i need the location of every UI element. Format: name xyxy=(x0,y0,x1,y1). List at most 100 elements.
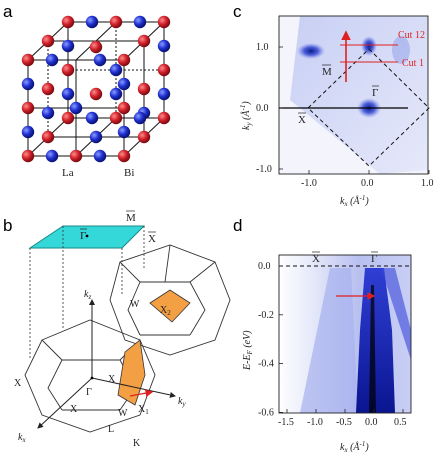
bi-atom xyxy=(45,149,59,163)
label-x-left: X xyxy=(14,378,22,389)
bi-atom xyxy=(133,15,147,29)
la-atom xyxy=(41,82,55,96)
c-xtick-label: -1.0 xyxy=(301,178,317,189)
d-xtick-label: -0.5 xyxy=(336,417,352,428)
bi-atom xyxy=(117,125,131,139)
label-la: La xyxy=(62,167,74,179)
la-atom xyxy=(117,101,131,115)
bi-atom xyxy=(61,39,75,53)
label-bi: Bi xyxy=(124,167,134,179)
m-pocket xyxy=(297,43,325,59)
la-atom xyxy=(109,15,123,29)
bi-atom xyxy=(133,111,147,125)
bi-atom xyxy=(117,77,131,91)
cut-1-label: Cut 1 xyxy=(402,58,424,69)
d-ytick-label: -0.6 xyxy=(258,407,274,418)
bi-atom xyxy=(93,149,107,163)
la-atom xyxy=(137,130,151,144)
c-xtick-label: 0.0 xyxy=(361,178,374,189)
d-xtick-label: -1.0 xyxy=(307,417,323,428)
label-kx: kx xyxy=(18,432,26,444)
la-atom xyxy=(109,111,123,125)
bi-atom xyxy=(45,53,59,67)
la-atom xyxy=(41,130,55,144)
la-atom xyxy=(137,34,151,48)
label-kz: kz xyxy=(84,289,91,301)
label-w-low: W xyxy=(118,408,128,419)
label-gamma-b: Γ xyxy=(86,387,92,398)
bi-atom xyxy=(41,106,55,120)
la-atom xyxy=(61,111,75,125)
panel-d-ylabel: E-EF (eV) xyxy=(242,330,254,371)
bz-diamond xyxy=(307,48,430,167)
la-atom xyxy=(89,87,103,101)
la-atom xyxy=(89,40,103,54)
label-m-bar-b: M xyxy=(126,212,136,224)
panel-c-ticks: -1.0 0.0 1.0 1.0 0.0 -1.0 xyxy=(256,42,434,189)
cut-12-label: Cut 12 xyxy=(398,30,425,41)
label-x-bar-c: X xyxy=(298,114,306,126)
label-gamma-bar-c: Γ xyxy=(372,87,378,99)
label-x-low: X xyxy=(70,404,78,415)
bi-atom xyxy=(109,87,123,101)
label-w-top: W xyxy=(130,299,140,310)
bi-atom xyxy=(109,63,123,77)
la-atom xyxy=(41,34,55,48)
label-l: L xyxy=(108,424,114,435)
la-atom xyxy=(69,149,83,163)
la-atom xyxy=(157,63,171,77)
panel-d-dispersion xyxy=(278,254,412,414)
d-ytick-label: -0.4 xyxy=(258,359,274,370)
gamma-band xyxy=(356,268,395,413)
label-x-bar-b: X xyxy=(148,233,156,245)
face-x2 xyxy=(149,289,191,323)
panel-d-xlabel: kx (Å-1) xyxy=(340,440,369,454)
panel-c-ylabel: ky (Å-1) xyxy=(239,101,253,130)
bi-atom xyxy=(157,39,171,53)
bi-atom xyxy=(61,87,75,101)
c-ytick-label: -1.0 xyxy=(256,164,272,175)
c-ytick-label: 1.0 xyxy=(256,42,269,53)
bi-atom xyxy=(157,87,171,101)
la-atom xyxy=(21,53,35,67)
c-ytick-label: 0.0 xyxy=(256,103,269,114)
la-atom xyxy=(157,15,171,29)
panel-c-xlabel: kx (Å-1) xyxy=(340,194,369,208)
la-atom xyxy=(117,53,131,67)
bi-atom xyxy=(69,101,83,115)
label-k: K xyxy=(133,438,141,449)
la-atom xyxy=(157,111,171,125)
panel-label-d: d xyxy=(233,216,243,235)
panel-d-ticks: -1.5 -1.0 -0.5 0.0 0.5 0.0 -0.2 -0.4 -0.6 xyxy=(258,261,407,428)
panel-b-brillouin xyxy=(24,225,231,433)
d-ytick-label: 0.0 xyxy=(258,261,271,272)
panel-label-b: b xyxy=(3,216,13,235)
label-x-bar-d: X xyxy=(312,253,320,265)
bi-atom xyxy=(93,53,107,67)
d-xtick-label: 0.5 xyxy=(394,417,407,428)
panel-label-c: c xyxy=(233,2,242,21)
bi-atom xyxy=(89,130,103,144)
bi-atom xyxy=(85,15,99,29)
la-atom xyxy=(21,101,35,115)
la-atom xyxy=(137,82,151,96)
bi-atom xyxy=(85,111,99,125)
label-x1: X1 xyxy=(138,404,149,416)
panel-label-a: a xyxy=(3,2,13,21)
label-x-mid: X xyxy=(108,374,116,385)
label-ky: ky xyxy=(178,396,186,408)
d-ytick-label: -0.2 xyxy=(258,310,274,321)
label-gamma-bar-b: Γ xyxy=(80,230,86,242)
d-xtick-label: -1.5 xyxy=(278,417,294,428)
c-xtick-label: 1.0 xyxy=(421,178,434,189)
bi-atom xyxy=(21,77,35,91)
la-atom xyxy=(61,15,75,29)
label-x2: X2 xyxy=(160,305,171,317)
la-atom xyxy=(117,149,131,163)
la-atom xyxy=(61,63,75,77)
bi-atom xyxy=(21,125,35,139)
face-x1 xyxy=(117,339,146,406)
d-xtick-label: 0.0 xyxy=(365,417,378,428)
la-atom xyxy=(21,149,35,163)
